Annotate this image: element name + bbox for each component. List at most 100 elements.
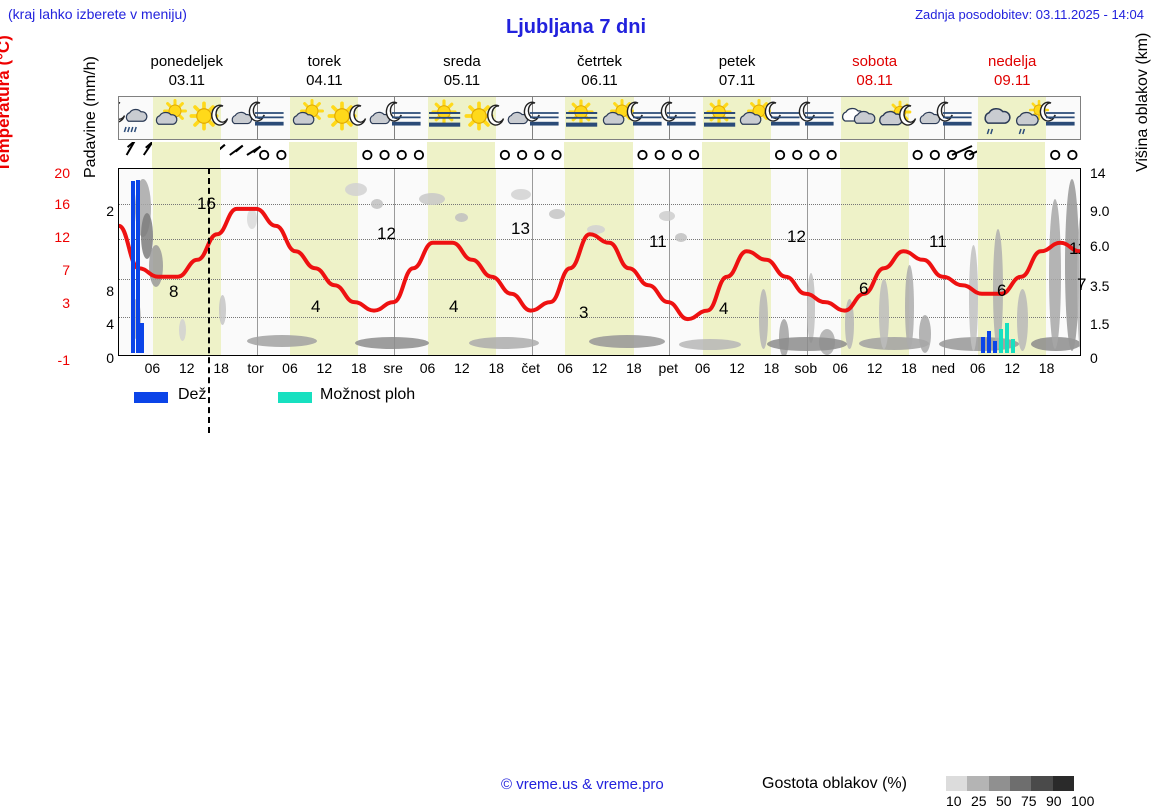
day-column-petek: petek 07.11	[668, 52, 806, 90]
day-gridline	[944, 169, 946, 355]
day-column-nedelja: nedelja 09.11	[943, 52, 1081, 90]
copyright-link[interactable]: © vreme.us & vreme.pro	[501, 776, 664, 793]
last-updated: Zadnja posodobitev: 03.11.2025 - 14:04	[915, 7, 1144, 22]
temperature-value-label: 16	[197, 194, 216, 213]
day-date: 08.11	[856, 72, 893, 89]
cloud-rain-icon	[976, 99, 1016, 137]
cloud-density-swatch-75	[1009, 776, 1032, 791]
night-fog-icon	[248, 99, 294, 137]
night-cloud-icon	[899, 99, 947, 137]
temperature-tick: 3	[62, 295, 70, 311]
cloud-height-axis-title: Višina oblakov (km)	[1134, 32, 1151, 172]
night-fog-icon	[1039, 99, 1080, 137]
daylight-band-0	[151, 142, 220, 168]
time-tick: 18	[763, 360, 780, 376]
temperature-value-label: 12	[787, 227, 806, 246]
time-tick: 12	[591, 360, 608, 376]
time-axis: 06 12 18 tor 06 12 18 sre 06 12 18 čet 06 12 18 pet 06 12…	[118, 360, 1081, 380]
cloud-height-tick: 0	[1090, 350, 1098, 366]
day-column-četrtek: četrtek 06.11	[531, 52, 669, 90]
sun-cloud-icon	[151, 99, 191, 137]
cloud-density-tick: 50	[996, 793, 1012, 809]
temperature-tick: 12	[54, 229, 70, 245]
precipitation-tick: 8	[106, 283, 114, 299]
cloud-height-tick: 9.0	[1090, 203, 1110, 219]
temperature-value-label: 6	[859, 279, 869, 298]
time-tick: 12	[178, 360, 195, 376]
temperature-value-label: 11	[929, 232, 947, 251]
time-tick: 18	[350, 360, 367, 376]
rain-legend-label: Dež	[178, 386, 207, 403]
cloud-density-tick: 90	[1046, 793, 1062, 809]
daylight-band-3	[564, 142, 633, 168]
time-tick: 06	[419, 360, 436, 376]
cloud-density-swatch-10	[946, 776, 968, 791]
temperature-value-label: 11	[649, 232, 667, 251]
day-gridline	[806, 169, 808, 355]
cloud-density-swatch-50	[988, 776, 1010, 791]
night-rain-icon	[119, 99, 156, 137]
daylight-band-6	[977, 142, 1046, 168]
day-name: sobota	[852, 53, 898, 70]
day-date: 04.11	[306, 72, 343, 89]
cloud-density-swatch-100	[1052, 776, 1074, 791]
day-column-ponedeljek: ponedeljek 03.11	[118, 52, 256, 90]
cloud-density-colorbar	[946, 776, 1074, 791]
time-tick: 12	[454, 360, 470, 376]
temperature-value-label: 6	[997, 281, 1007, 300]
day-header-row: ponedeljek 03.11 torek 04.11 sreda 05.11 četrt…	[118, 52, 1081, 92]
horizontal-gridline-0	[119, 204, 1080, 205]
cloud-density-swatch-25	[967, 776, 989, 791]
time-tick: 06	[832, 360, 849, 376]
day-name: petek	[718, 53, 756, 70]
day-name: sreda	[443, 53, 481, 70]
cloud-icon	[838, 99, 878, 137]
temperature-value-label: 12	[377, 224, 396, 243]
day-date: 06.11	[581, 72, 618, 89]
time-tick: 18	[626, 360, 642, 376]
time-tick: 18	[901, 360, 917, 376]
time-tick: 18	[1038, 360, 1055, 376]
precipitation-tick: 4	[106, 316, 114, 332]
day-gridline	[256, 169, 258, 355]
day-date: 05.11	[443, 72, 481, 89]
time-tick: 06	[970, 360, 986, 376]
temperature-tick: -1	[57, 352, 70, 368]
day-name: ponedeljek	[150, 53, 224, 70]
cloud-density-tick: 100	[1071, 793, 1095, 809]
time-tick: 12	[866, 360, 883, 376]
cloud-density-swatch-90	[1031, 776, 1053, 791]
cloud-density-tick: 10	[946, 793, 962, 809]
temperature-tick: 16	[54, 196, 70, 212]
temperature-value-label: 13	[511, 219, 530, 238]
time-tick: čet	[521, 360, 541, 376]
night-fog-icon	[626, 99, 672, 137]
temperature-tick: 7	[62, 262, 70, 278]
cloud-density-tick: 75	[1021, 793, 1037, 809]
chart-legend: Dež Možnost ploh © vreme.us & vreme.pro …	[0, 386, 1152, 809]
daylight-band-1	[289, 142, 358, 168]
cloud-height-tick: 3.5	[1090, 278, 1110, 294]
night-cloud-icon	[211, 99, 259, 137]
night-fog-icon	[386, 99, 431, 137]
time-tick: 06	[557, 360, 573, 376]
day-column-sreda: sreda 05.11	[393, 52, 531, 90]
day-date: 07.11	[718, 72, 756, 89]
day-gridline	[669, 169, 671, 355]
forecast-plot[interactable]: 8 16 4 12 4 13 3 11 4 12 6 6 11 11	[118, 168, 1081, 356]
time-tick: 18	[213, 360, 229, 376]
night-fog-icon	[764, 99, 810, 137]
current-temperature-label: 7	[1077, 275, 1087, 294]
sun-cloud-icon	[598, 99, 638, 137]
weather-icon-strip	[118, 96, 1081, 140]
time-tick: sob	[794, 360, 818, 376]
precipitation-tick: 0	[106, 350, 114, 366]
time-tick: 12	[316, 360, 333, 376]
day-gridline	[531, 169, 533, 355]
day-name: nedelja	[988, 53, 1037, 70]
cloud-height-tick: 6.0	[1090, 238, 1110, 254]
night-fog-icon	[798, 99, 844, 137]
daylight-band-1	[290, 169, 359, 355]
night-fog-icon	[523, 99, 569, 137]
cloud-density-tick-labels: 10 25 50 75 90 100	[934, 793, 1094, 811]
